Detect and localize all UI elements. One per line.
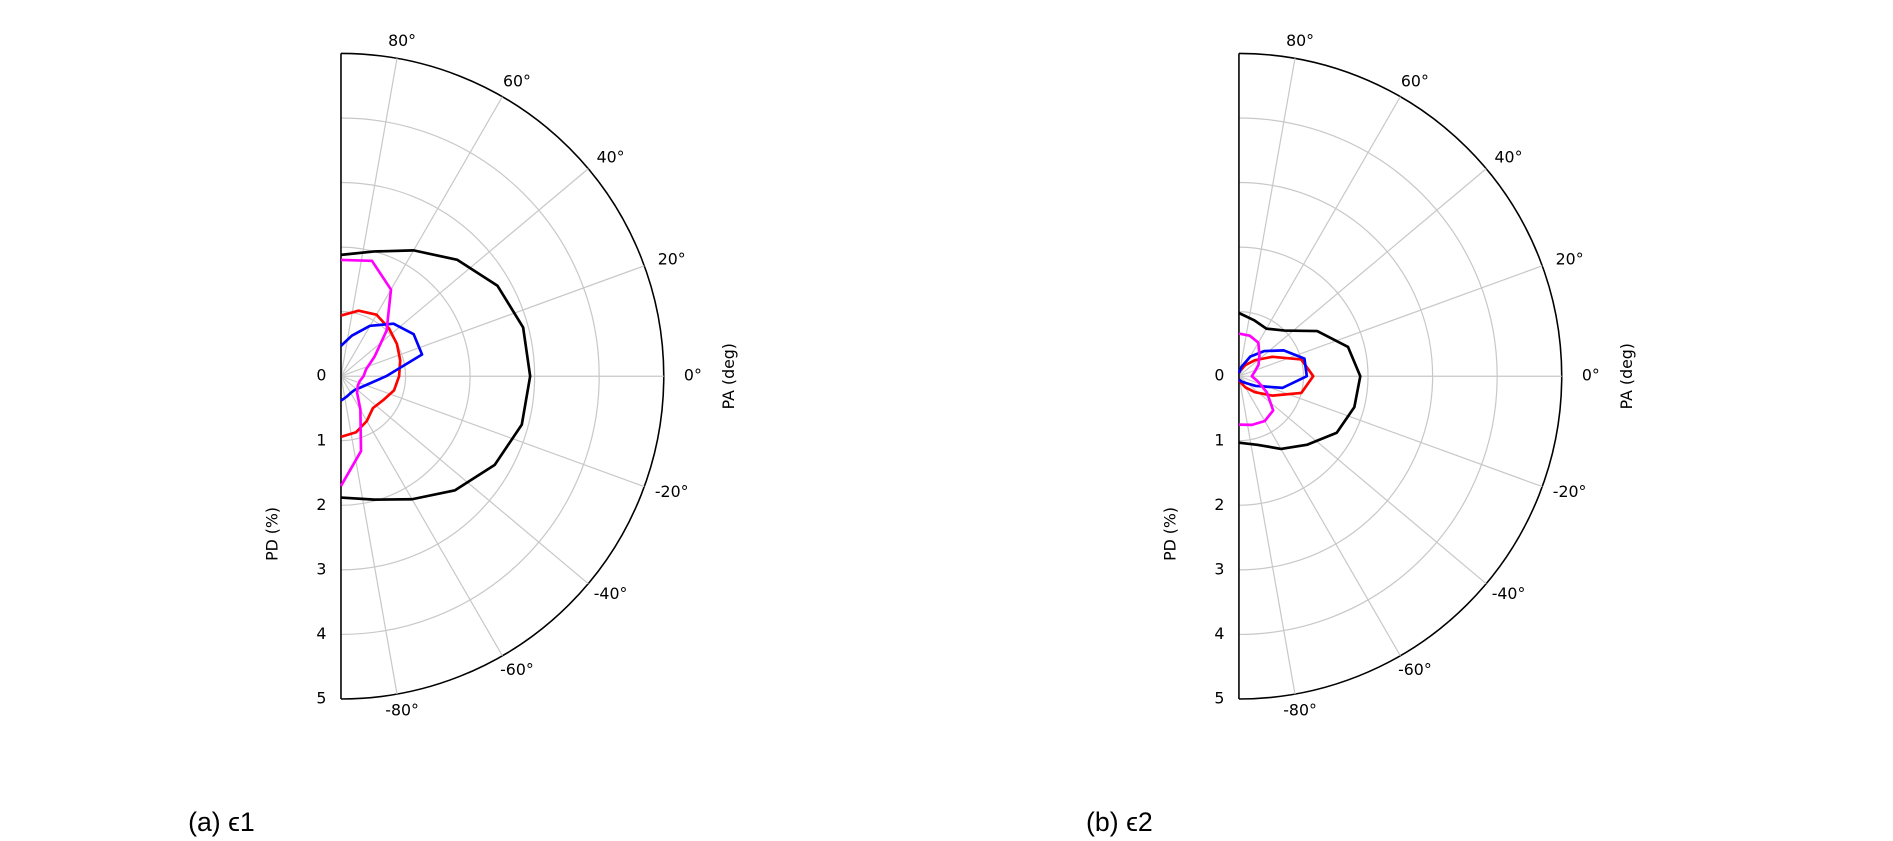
x-axis-label: PA (deg) — [1617, 343, 1636, 409]
series-line — [1238, 311, 1362, 451]
series-line — [1237, 349, 1309, 390]
grid-spoke — [340, 375, 645, 488]
theta-tick-label: 0° — [684, 366, 702, 385]
series-line — [340, 309, 402, 439]
grid-spoke — [1238, 168, 1487, 377]
r-tick-label: 1 — [1214, 430, 1224, 449]
grid-spoke — [340, 375, 589, 585]
grid-spoke — [340, 265, 645, 377]
r-tick-label: 4 — [1214, 624, 1224, 643]
theta-tick-label: -40° — [1492, 584, 1526, 603]
r-tick-label: 2 — [316, 495, 326, 514]
x-axis-label: PA (deg) — [719, 343, 738, 409]
theta-tick-label: 80° — [1286, 31, 1314, 50]
caption: (b) ϵ2 — [1086, 807, 1153, 837]
grid-spoke — [340, 375, 503, 657]
series-line — [340, 249, 532, 501]
grid-spoke — [1238, 376, 1296, 695]
theta-tick-label: -60° — [1398, 660, 1432, 679]
y-axis-label: PD (%) — [263, 507, 282, 561]
series-line — [340, 322, 424, 402]
theta-tick-label: -20° — [1553, 482, 1587, 501]
r-tick-label: 3 — [1214, 559, 1224, 578]
grid-spoke — [1238, 58, 1296, 377]
theta-tick-label: 0° — [1582, 366, 1600, 385]
theta-tick-label: 40° — [597, 147, 625, 166]
caption: (a) ϵ1 — [188, 807, 255, 837]
r-tick-label: 4 — [316, 624, 326, 643]
theta-tick-label: 20° — [658, 250, 686, 269]
theta-tick-label: -80° — [385, 700, 419, 719]
r-tick-label: 5 — [1214, 688, 1224, 707]
grid-spoke — [1238, 375, 1401, 657]
r-tick-label: 1 — [316, 430, 326, 449]
r-tick-label: 2 — [1214, 495, 1224, 514]
theta-tick-label: -80° — [1283, 700, 1317, 719]
r-tick-label: 5 — [316, 688, 326, 707]
r-tick-label: 3 — [316, 559, 326, 578]
theta-tick-label: 20° — [1556, 250, 1584, 269]
r-tick-label: 0 — [1214, 366, 1224, 385]
theta-tick-label: -40° — [594, 584, 628, 603]
theta-tick-label: 60° — [1401, 71, 1429, 90]
theta-tick-label: -20° — [655, 482, 689, 501]
theta-tick-label: 40° — [1495, 147, 1523, 166]
y-axis-label: PD (%) — [1160, 507, 1179, 561]
theta-tick-label: 60° — [503, 71, 531, 90]
grid-spoke — [340, 96, 503, 377]
theta-tick-label: 80° — [388, 31, 416, 50]
series-line — [339, 258, 393, 487]
grid-spoke — [340, 58, 398, 377]
r-tick-label: 0 — [316, 366, 326, 385]
grid-spoke — [340, 376, 398, 695]
series-line — [1238, 332, 1275, 427]
series-line — [1237, 355, 1315, 397]
grid-spoke — [1238, 375, 1487, 585]
theta-tick-label: -60° — [500, 660, 534, 679]
